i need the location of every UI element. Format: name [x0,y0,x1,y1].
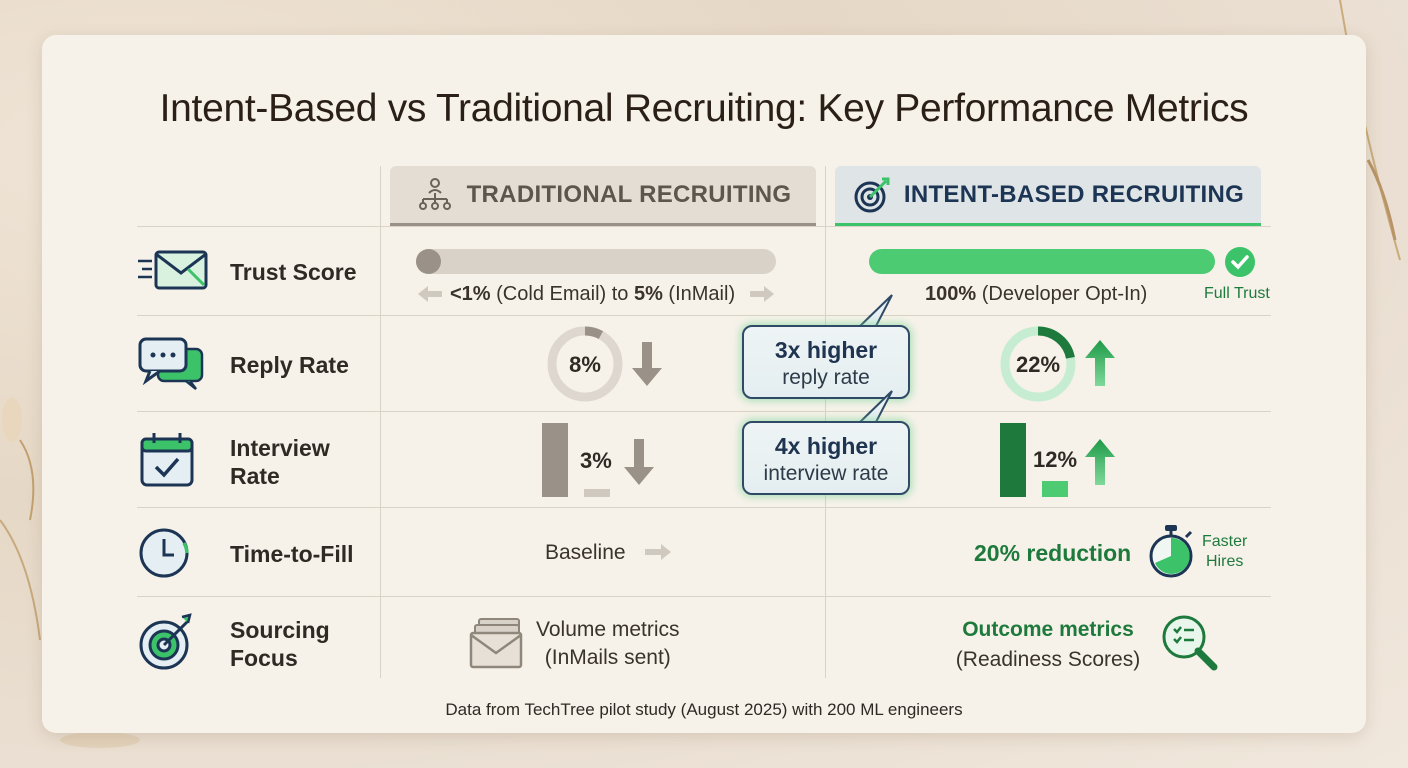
trust-bar-traditional [416,249,776,274]
callout-interview-rate: 4x higher interview rate [742,421,910,495]
interview-bar-traditional [584,489,610,497]
magnifier-checklist-icon [1162,615,1218,671]
traditional-column-title: TRADITIONAL RECRUITING [466,180,792,208]
row-label-interview-rate: Interview Rate [230,434,330,490]
divider [137,596,1271,597]
donut-arc [1037,326,1075,359]
arrow-left-icon [418,286,442,302]
interview-rate-intent-value: 12% [1033,447,1078,472]
row-label-time-to-fill: Time-to-Fill [230,541,354,567]
stacked-envelopes-icon [469,618,523,669]
org-chart-icon [418,177,451,210]
page-title: Intent-Based vs Traditional Recruiting: … [159,87,1249,130]
interview-label-line-1: Interview [230,435,330,461]
clock-icon [139,528,189,578]
row-label-reply-rate: Reply Rate [230,352,349,378]
reply-rate-intent-donut [1000,326,1076,402]
interview-bar-traditional-base [542,423,568,497]
intent-column-title: INTENT-BASED RECRUITING [903,180,1245,208]
arrow-down-icon [624,439,654,485]
divider [137,411,1271,412]
arrow-right-icon [645,544,671,560]
trust-traditional-low-text: (Cold Email) to [490,283,634,305]
bullseye-icon [139,613,192,670]
traditional-column-header: TRADITIONAL RECRUITING [390,166,816,226]
reply-rate-intent-value: 22% [1015,352,1061,377]
reply-rate-traditional-value: 8% [569,352,601,377]
trust-bar-intent [869,249,1215,274]
trust-traditional-high: 5% [633,283,663,305]
sourcing-intent-line-2: (Readiness Scores) [955,648,1141,671]
trust-bar-traditional-fill [416,249,441,274]
arrow-down-icon [632,342,662,386]
sourcing-traditional-line-2: (InMails sent) [544,646,671,669]
sourcing-label-line-1: Sourcing [230,617,330,643]
callout-reply-rate: 3x higher reply rate [742,325,910,399]
sourcing-traditional-line-1: Volume metrics [536,618,680,641]
donut-arc [584,326,604,340]
callout-reply-big: 3x higher [774,337,878,363]
interview-bar-intent [1042,481,1068,497]
interview-label-line-2: Rate [230,463,280,489]
interview-bar-intent-base [1000,423,1026,497]
interview-rate-traditional-value: 3% [580,448,612,473]
intent-column-header: INTENT-BASED RECRUITING [835,166,1261,226]
faster-hires-badge: Faster Hires [1202,532,1247,572]
envelope-icon [138,250,208,290]
trust-intent-text: (Developer Opt-In) [976,283,1148,305]
sourcing-traditional: Volume metrics (InMails sent) [536,616,680,672]
reply-rate-traditional-donut [547,326,623,402]
divider [137,507,1271,508]
divider [137,315,1271,316]
calendar-check-icon [140,433,194,487]
trust-traditional-high-text: (InMail) [662,283,736,305]
faster-hires-line-2: Hires [1206,553,1244,570]
trust-intent-pct: 100% [925,283,977,305]
column-divider [380,166,381,678]
faster-hires-line-1: Faster [1202,533,1248,550]
footer-source-note: Data from TechTree pilot study (August 2… [445,700,963,719]
row-label-sourcing-focus: Sourcing Focus [230,616,330,672]
metrics-card: Intent-Based vs Traditional Recruiting: … [42,35,1366,733]
trust-intent-value: 100% (Developer Opt-In) [925,283,1147,306]
target-icon [854,177,890,212]
callout-reply-small: reply rate [782,366,870,389]
divider [137,226,1271,227]
check-circle-icon [1225,247,1255,277]
trust-traditional-range: <1% (Cold Email) to 5% (InMail) [450,283,735,306]
callout-interview-small: interview rate [763,462,889,485]
sourcing-intent: Outcome metrics (Readiness Scores) [944,616,1152,676]
row-label-trust-score: Trust Score [230,259,357,285]
trust-traditional-low: <1% [450,283,491,305]
chat-bubbles-icon [138,337,204,390]
arrow-up-icon [1085,340,1115,386]
arrow-up-icon [1085,439,1115,485]
stopwatch-icon [1149,525,1193,578]
full-trust-badge: Full Trust [1204,285,1270,302]
arrow-right-icon [750,286,774,302]
sourcing-label-line-2: Focus [230,645,298,671]
time-to-fill-traditional: Baseline [545,541,626,564]
callout-interview-big: 4x higher [774,433,878,459]
time-to-fill-intent: 20% reduction [974,540,1132,566]
sourcing-intent-line-1: Outcome metrics [962,618,1134,641]
